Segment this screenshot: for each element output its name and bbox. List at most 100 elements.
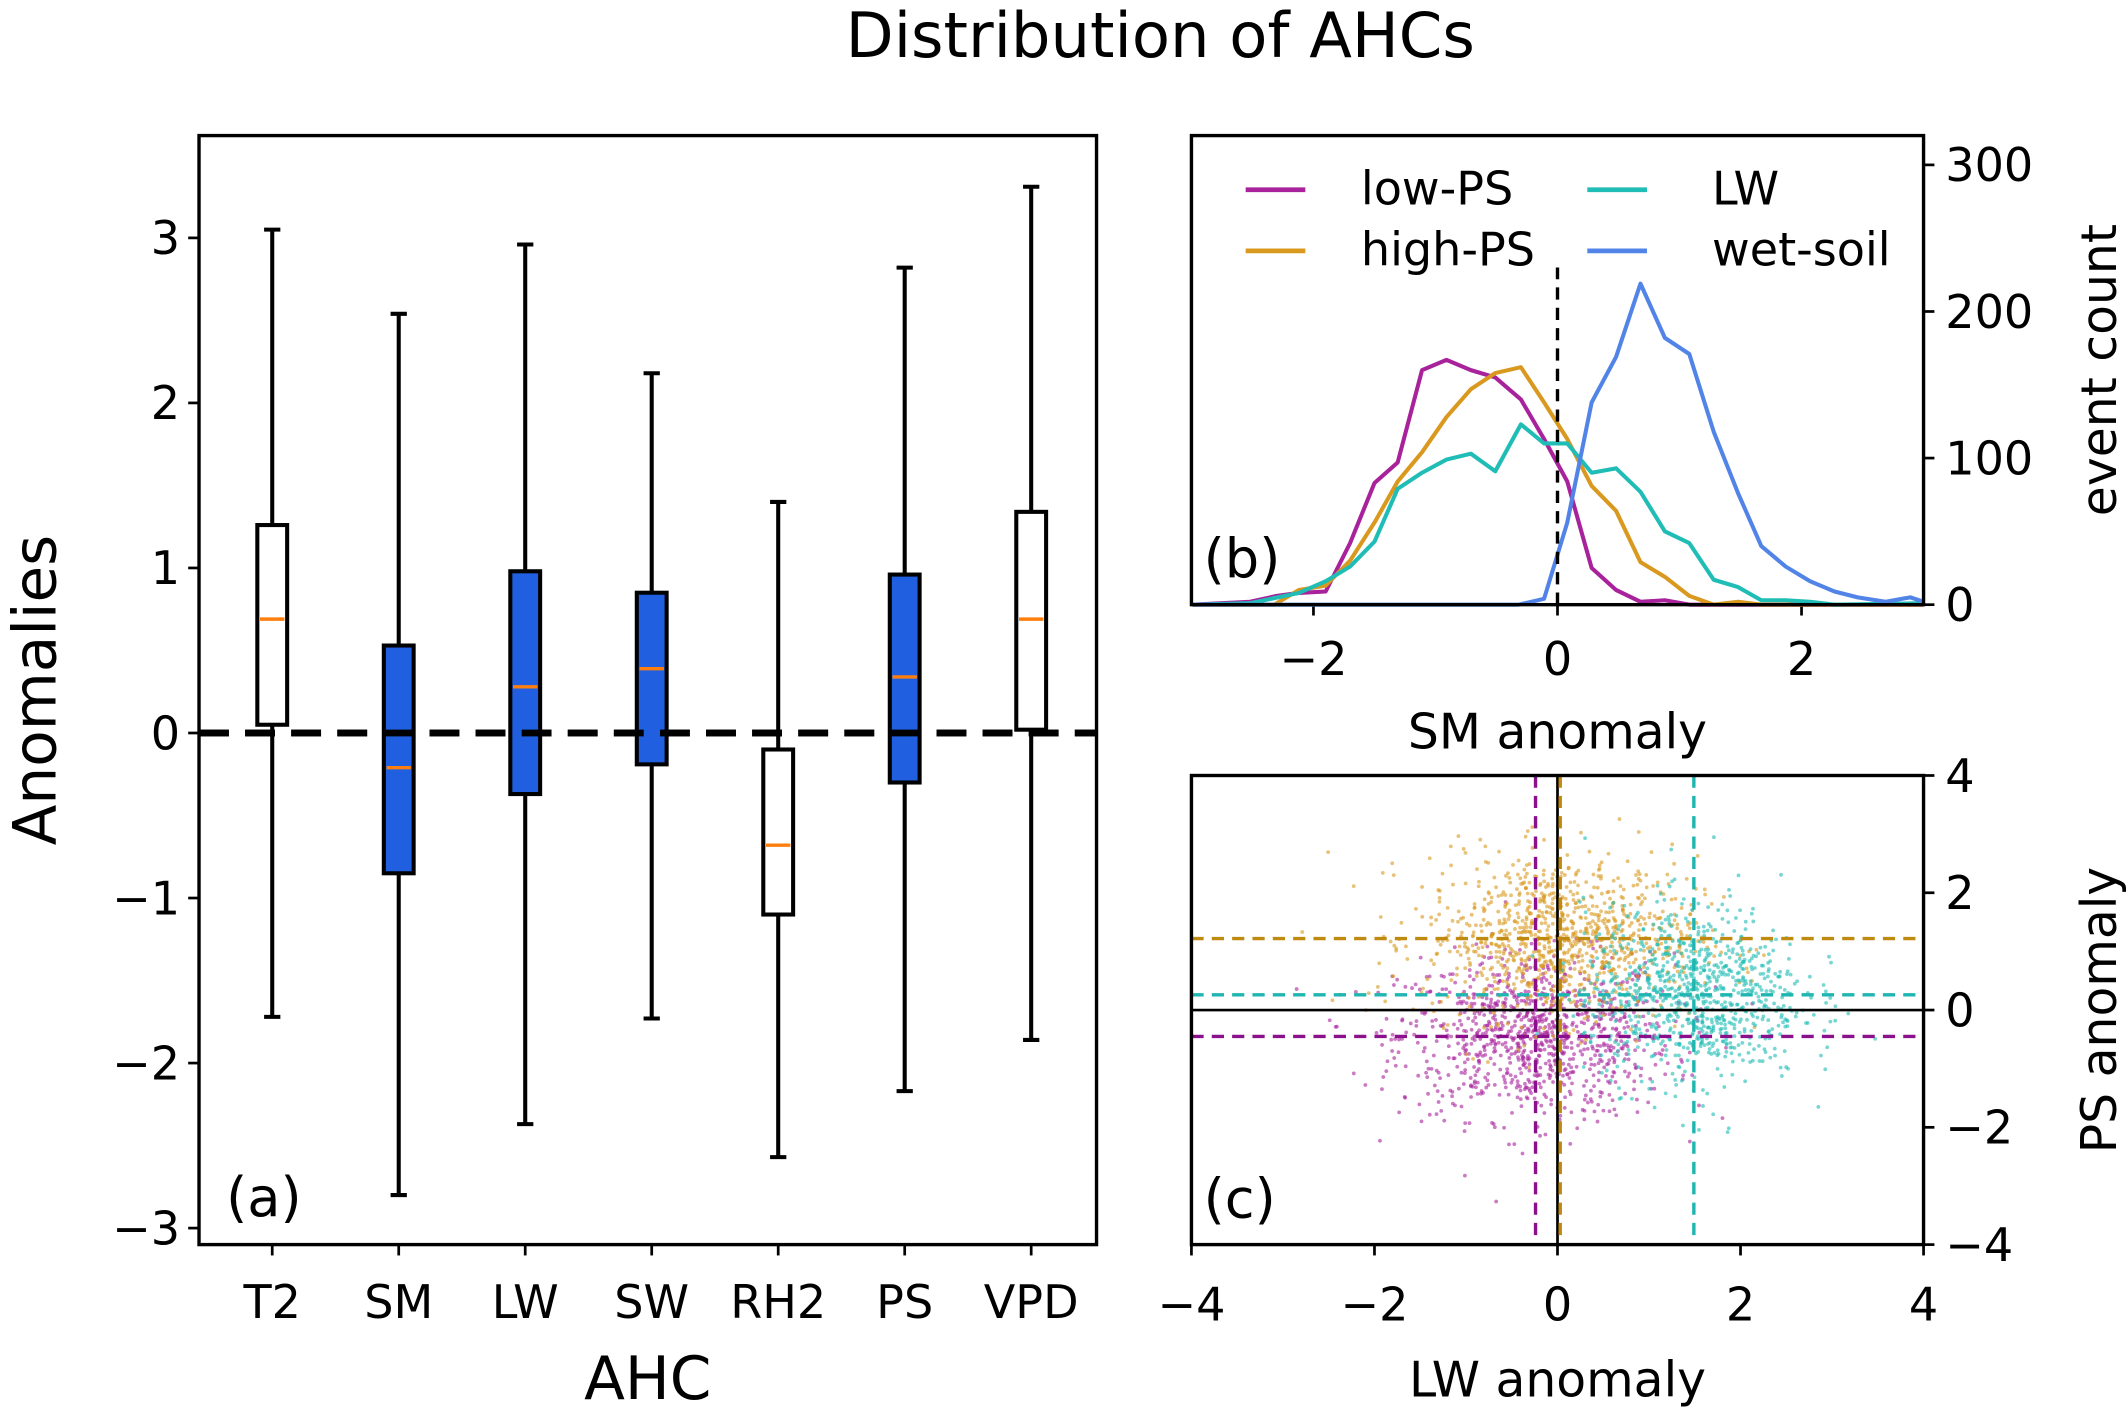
scatter-point (1488, 1041, 1493, 1046)
scatter-point (1520, 929, 1525, 934)
scatter-point (1636, 1020, 1641, 1025)
scatter-point (1692, 1075, 1697, 1080)
scatter-point (1529, 921, 1534, 926)
scatter-point (1501, 1074, 1506, 1079)
box-vpd (1014, 184, 1049, 1042)
scatter-point (1763, 944, 1768, 949)
scatter-point (1724, 1037, 1728, 1042)
scatter-point (1673, 1053, 1678, 1058)
scatter-point (1595, 1043, 1600, 1048)
scatter-point (1366, 991, 1371, 996)
scatter-point (1429, 958, 1434, 963)
scatter-point (1489, 933, 1494, 938)
scatter-point (1740, 989, 1745, 994)
scatter-point (1574, 993, 1579, 998)
scatter-point (1326, 850, 1331, 855)
scatter-point (1645, 1042, 1650, 1047)
scatter-point (1459, 1070, 1464, 1075)
scatter-point (1457, 1018, 1462, 1023)
scatter-point (1601, 1108, 1606, 1113)
scatter-point (1646, 1011, 1651, 1016)
scatter-point (1588, 959, 1593, 964)
scatter-point (1639, 1079, 1644, 1084)
scatter-point (1482, 907, 1487, 912)
scatter-point (1665, 1014, 1670, 1019)
scatter-point (1679, 1078, 1684, 1083)
scatter-point (1716, 1000, 1720, 1004)
scatter-point (1633, 915, 1637, 920)
scatter-point (1519, 1025, 1524, 1030)
scatter-point (1543, 1132, 1548, 1137)
scatter-point (1576, 1043, 1580, 1048)
scatter-point (1380, 1087, 1384, 1091)
scatter-point (1611, 956, 1616, 960)
scatter-point (1698, 1044, 1703, 1049)
scatter-point (1744, 966, 1749, 971)
scatter-point (1492, 1038, 1496, 1043)
scatter-point (1501, 921, 1506, 926)
scatter-point (1720, 902, 1725, 907)
legend-item: high-PS (1245, 223, 1535, 277)
scatter-point (1651, 1053, 1656, 1058)
scatter-point (1700, 1011, 1705, 1016)
scatter-point (1447, 928, 1451, 932)
scatter-point (1496, 960, 1501, 964)
scatter-point (1585, 1014, 1590, 1019)
scatter-point (1752, 966, 1757, 970)
scatter-point (1573, 953, 1578, 958)
scatter-point (1509, 1080, 1514, 1085)
scatter-point (1508, 1060, 1513, 1065)
scatter-point (1573, 942, 1578, 947)
scatter-point (1620, 946, 1625, 951)
scatter-point (1549, 949, 1553, 954)
scatter-point (1751, 906, 1755, 911)
scatter-point (1390, 861, 1395, 866)
scatter-point (1706, 922, 1711, 926)
scatter-point (1788, 1005, 1792, 1010)
scatter-point (1713, 944, 1718, 949)
scatter-point (1374, 1030, 1379, 1035)
scatter-point (1467, 974, 1472, 978)
scatter-point (1683, 1069, 1687, 1074)
scatter-point (1545, 965, 1550, 970)
scatter-point (1718, 939, 1723, 944)
scatter-point (1771, 948, 1776, 953)
scatter-point (1464, 1029, 1468, 1034)
scatter-point (1421, 1049, 1426, 1054)
scatter-point (1517, 899, 1522, 904)
scatter-point (1715, 1021, 1720, 1026)
scatter-point (1621, 980, 1625, 984)
scatter-point (1463, 980, 1468, 984)
scatter-point (1786, 956, 1791, 961)
scatter-point (1702, 968, 1707, 973)
scatter-point (1456, 1041, 1460, 1046)
scatter-point (1504, 979, 1509, 984)
scatter-point (1512, 919, 1517, 924)
scatter-point (1607, 965, 1612, 969)
scatter-point (1489, 895, 1494, 900)
scatter-point (1514, 887, 1519, 891)
scatter-point (1510, 1025, 1514, 1030)
scatter-point (1415, 1040, 1420, 1045)
scatter-point (1488, 950, 1493, 955)
scatter-point (1571, 989, 1576, 994)
box-ps (887, 265, 922, 1094)
scatter-point (1667, 921, 1672, 926)
scatter-point (1547, 1076, 1552, 1081)
scatter-point (1574, 1004, 1579, 1008)
scatter-point (1529, 1023, 1534, 1028)
scatter-point (1530, 1029, 1535, 1034)
scatter-point (1464, 1001, 1469, 1006)
y-tick-label: −4 (1945, 1218, 2013, 1272)
scatter-point (1708, 979, 1712, 984)
scatter-point (1525, 871, 1529, 876)
scatter-point (1562, 951, 1567, 956)
scatter-point (1475, 1069, 1479, 1074)
scatter-point (1542, 879, 1547, 884)
scatter-point (1522, 1023, 1527, 1028)
scatter-point (1488, 922, 1493, 927)
scatter-point (1396, 1050, 1401, 1055)
scatter-point (1521, 1063, 1526, 1068)
scatter-point (1577, 988, 1582, 993)
scatter-point (1746, 970, 1750, 975)
